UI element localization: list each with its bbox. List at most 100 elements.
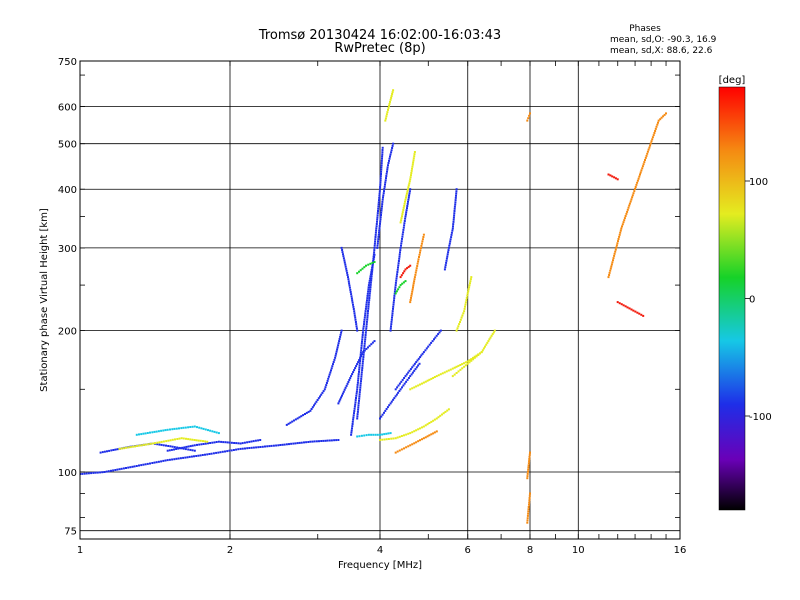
colorbar-ticks: 100 0 -100: [745, 177, 772, 423]
data-point: [430, 420, 433, 423]
data-point: [158, 441, 161, 444]
data-point: [374, 240, 377, 243]
data-point: [464, 301, 467, 304]
data-point: [345, 267, 348, 270]
data-point: [307, 441, 310, 443]
data-point: [346, 271, 349, 274]
data-point: [411, 167, 413, 170]
data-point: [442, 412, 445, 415]
data-point: [378, 194, 381, 197]
data-point: [356, 413, 359, 416]
data-point: [439, 329, 442, 332]
data-point: [643, 161, 646, 164]
data-point: [373, 251, 376, 254]
data-point: [426, 379, 429, 382]
data-point: [607, 276, 610, 279]
data-point: [398, 255, 401, 258]
data-point: [397, 384, 400, 387]
data-point: [189, 445, 192, 448]
data-point: [368, 279, 371, 282]
data-point: [413, 280, 416, 283]
data-point: [632, 309, 635, 312]
data-point: [173, 458, 176, 461]
data-point: [430, 433, 433, 436]
data-point: [204, 440, 207, 443]
data-point: [191, 425, 194, 428]
data-point: [487, 340, 490, 343]
data-point: [217, 451, 220, 454]
data-point: [215, 441, 218, 443]
data-point: [655, 125, 658, 128]
data-point: [193, 455, 195, 458]
data-point: [296, 442, 299, 445]
data-point: [481, 349, 484, 352]
data-point: [189, 438, 192, 441]
data-point: [337, 344, 340, 347]
data-point: [401, 378, 404, 381]
data-point: [386, 406, 389, 409]
data-point: [351, 425, 354, 428]
data-point: [344, 386, 347, 389]
data-point: [614, 250, 617, 253]
data-point: [415, 441, 418, 444]
data-point: [616, 242, 619, 245]
data-point: [230, 449, 233, 452]
data-point: [526, 517, 529, 520]
data-point: [401, 237, 403, 240]
data-point: [637, 177, 640, 180]
data-point: [654, 127, 657, 130]
data-point: [197, 454, 200, 457]
data-point: [357, 373, 360, 376]
data-point: [407, 377, 410, 379]
data-point: [368, 297, 371, 299]
data-point: [527, 508, 530, 511]
data-point: [187, 448, 190, 451]
data-point: [642, 163, 645, 166]
data-point: [155, 461, 158, 464]
data-point: [395, 275, 398, 278]
data-point: [448, 244, 451, 247]
data-point: [529, 492, 531, 495]
data-point: [350, 375, 353, 378]
data-point: [343, 388, 346, 391]
data-points: [80, 89, 667, 524]
data-point: [336, 346, 339, 349]
data-point: [361, 331, 364, 334]
data-point: [467, 290, 470, 293]
data-point: [394, 284, 397, 287]
data-point: [318, 440, 320, 443]
data-point: [381, 149, 384, 151]
data-point: [182, 426, 185, 429]
data-point: [314, 402, 317, 405]
data-point: [615, 246, 618, 249]
data-point: [455, 329, 458, 332]
data-point: [406, 202, 409, 205]
data-point: [361, 362, 364, 365]
data-point: [653, 132, 656, 134]
data-point: [410, 172, 413, 174]
data-point: [327, 375, 330, 378]
data-point: [453, 214, 456, 217]
data-point: [385, 172, 388, 175]
data-point: [210, 452, 213, 455]
data-point: [291, 420, 294, 423]
data-point: [424, 349, 427, 352]
data-point: [621, 223, 624, 226]
data-point: [445, 370, 448, 373]
data-point: [387, 164, 389, 167]
data-point: [421, 426, 423, 429]
data-point: [612, 259, 614, 262]
data-point: [527, 464, 530, 467]
data-point: [527, 470, 529, 473]
data-point: [452, 218, 455, 221]
data-point: [400, 217, 403, 220]
data-point: [354, 401, 357, 404]
data-point: [358, 435, 361, 438]
data-point: [636, 311, 639, 314]
data-point: [250, 446, 253, 449]
data-point: [393, 299, 395, 302]
grid-lines: [79, 60, 681, 539]
data-point: [402, 226, 405, 229]
data-point: [457, 325, 460, 328]
data-point: [372, 257, 375, 260]
